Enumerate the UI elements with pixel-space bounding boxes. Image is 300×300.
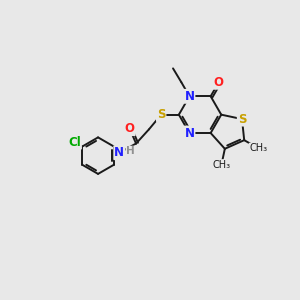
Text: CH₃: CH₃: [249, 143, 267, 153]
Text: H: H: [126, 146, 135, 156]
Text: Cl: Cl: [68, 136, 81, 148]
Text: CH₃: CH₃: [212, 160, 230, 170]
Text: N: N: [114, 146, 124, 159]
Text: N: N: [184, 90, 194, 103]
Text: O: O: [125, 122, 135, 135]
Text: N: N: [184, 127, 194, 140]
Text: S: S: [157, 108, 165, 121]
Text: O: O: [214, 76, 224, 89]
Text: S: S: [238, 112, 246, 126]
